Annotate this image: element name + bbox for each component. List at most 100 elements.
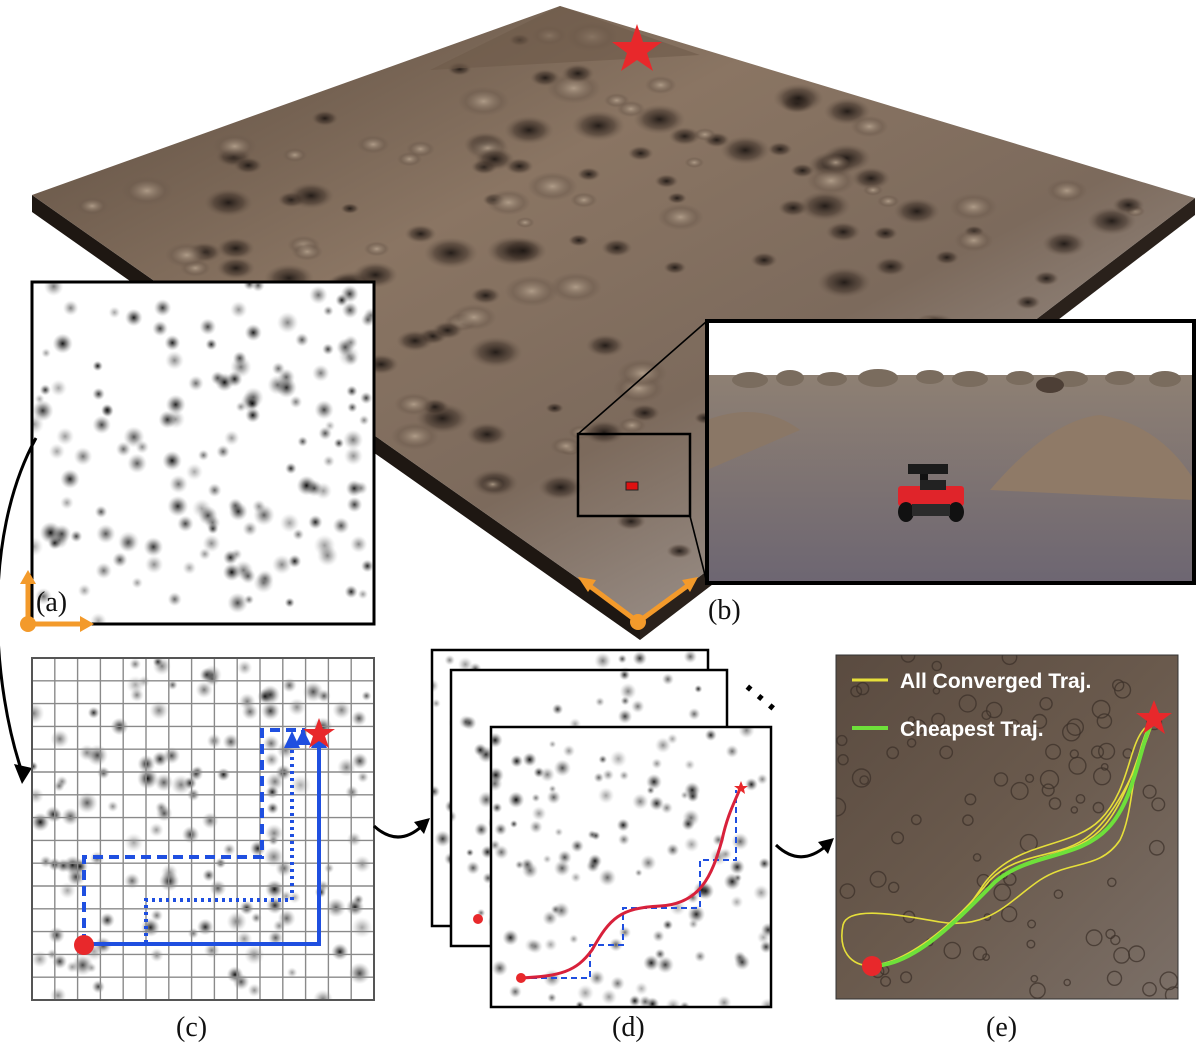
obstacle-blob — [352, 894, 364, 906]
obstacle-blob — [230, 356, 252, 378]
terrain-crater — [911, 719, 927, 735]
obstacle-blob — [570, 839, 584, 853]
obstacle-blob — [345, 479, 363, 497]
obstacle-blob — [332, 700, 351, 720]
obstacle-blob — [548, 740, 557, 749]
obstacle-blob — [169, 474, 188, 494]
obstacle-blob — [521, 862, 539, 879]
terrain-crater — [1148, 839, 1165, 856]
terrain-crater — [474, 147, 515, 171]
obstacle-blob — [756, 773, 768, 785]
obstacle-blob — [744, 777, 759, 792]
obstacle-blob — [87, 706, 100, 719]
obstacle-blob — [182, 560, 197, 575]
obstacle-blob — [149, 948, 164, 963]
terrain-mound — [644, 75, 677, 95]
obstacle-blob — [758, 857, 771, 870]
terrain-crater — [962, 814, 974, 827]
terrain-crater — [1041, 783, 1055, 797]
terrain-crater — [932, 687, 941, 695]
obstacle-blob — [738, 727, 755, 739]
terrain-crater — [985, 701, 1003, 719]
obstacle-blob — [662, 919, 674, 931]
terrain-crater — [538, 474, 583, 501]
obstacle-blob — [34, 393, 45, 405]
obstacle-blob — [127, 453, 148, 474]
obstacle-blob — [61, 807, 80, 826]
obstacle-blob — [759, 998, 771, 1007]
obstacle-blob — [679, 1001, 690, 1007]
obstacle-blob — [155, 805, 173, 822]
terrain-crater — [720, 135, 771, 165]
terrain-crater — [1029, 982, 1046, 999]
obstacle-blob — [201, 812, 219, 830]
obstacle-blob — [331, 943, 349, 961]
trajectory-map-e: All Converged Traj. Cheapest Traj. — [836, 655, 1178, 999]
obstacle-blob — [32, 414, 45, 435]
obstacle-blob — [165, 394, 186, 415]
terrain-crater — [972, 853, 982, 862]
terrain-crater — [423, 237, 479, 269]
terrain-mound — [482, 478, 504, 491]
label-d: (d) — [612, 1012, 645, 1043]
obstacle-blob — [287, 698, 306, 717]
obstacle-blob — [619, 682, 637, 700]
arrow-d-to-e — [774, 843, 827, 859]
stack-ellipsis: ⋯ — [728, 663, 794, 730]
terrain-crater — [906, 738, 917, 748]
terrain-crater — [666, 543, 693, 559]
obstacle-blob — [135, 440, 149, 454]
obstacle-blob — [598, 754, 608, 764]
terrain-crater — [545, 402, 564, 414]
terrain-mound — [862, 184, 884, 196]
obstacle-blob — [617, 709, 633, 724]
obstacle-blob — [550, 904, 561, 915]
obstacle-blob — [205, 338, 218, 351]
terrain-mound — [515, 217, 535, 228]
obstacle-blob — [601, 988, 617, 1005]
obstacle-blob — [181, 825, 200, 844]
obstacle-blob — [39, 384, 51, 396]
obstacle-blob — [666, 843, 680, 857]
terrain-crater — [1008, 719, 1020, 730]
obstacle-blob — [491, 802, 503, 814]
terrain-crater — [981, 710, 992, 721]
obstacle-blob — [96, 524, 116, 544]
obstacle-blob — [617, 833, 631, 846]
obstacle-blob — [632, 793, 649, 810]
terrain-crater — [931, 660, 943, 672]
obstacle-blob — [597, 787, 615, 804]
obstacle-blob — [230, 300, 248, 319]
cheapest-trajectory — [871, 717, 1156, 968]
terrain-crater — [583, 420, 625, 445]
obstacle-blob — [76, 792, 98, 814]
terrain-crater — [910, 814, 922, 826]
obstacle-blob — [32, 761, 39, 772]
obstacle-blob — [358, 414, 370, 426]
terrain-crater — [504, 115, 554, 145]
obstacle-blob — [731, 832, 750, 851]
obstacle-blob — [183, 776, 197, 790]
goal-star-icon — [1136, 700, 1172, 734]
obstacle-blob — [288, 891, 301, 904]
obstacle-blob — [35, 588, 52, 605]
obstacle-blob — [41, 348, 52, 358]
obstacle-blob — [56, 858, 71, 873]
terrain-crater — [1001, 905, 1018, 923]
obstacle-blob — [149, 700, 169, 721]
terrain-mound — [954, 229, 994, 252]
terrain-crater — [886, 746, 900, 760]
obstacle-blob — [619, 670, 631, 681]
axes-icon-a — [20, 570, 94, 632]
terrain-crater — [1111, 679, 1125, 692]
terrain-crater — [891, 831, 905, 845]
terrain-crater — [993, 883, 1012, 902]
grid-map-c — [32, 658, 374, 1000]
obstacle-blob — [152, 751, 169, 767]
obstacle-blob — [683, 650, 698, 664]
obstacle-blob — [491, 839, 501, 851]
terrain-mound — [504, 275, 559, 307]
terrain-crater — [874, 257, 907, 276]
obstacle-blob — [284, 597, 295, 608]
terrain-crater — [1026, 939, 1036, 949]
